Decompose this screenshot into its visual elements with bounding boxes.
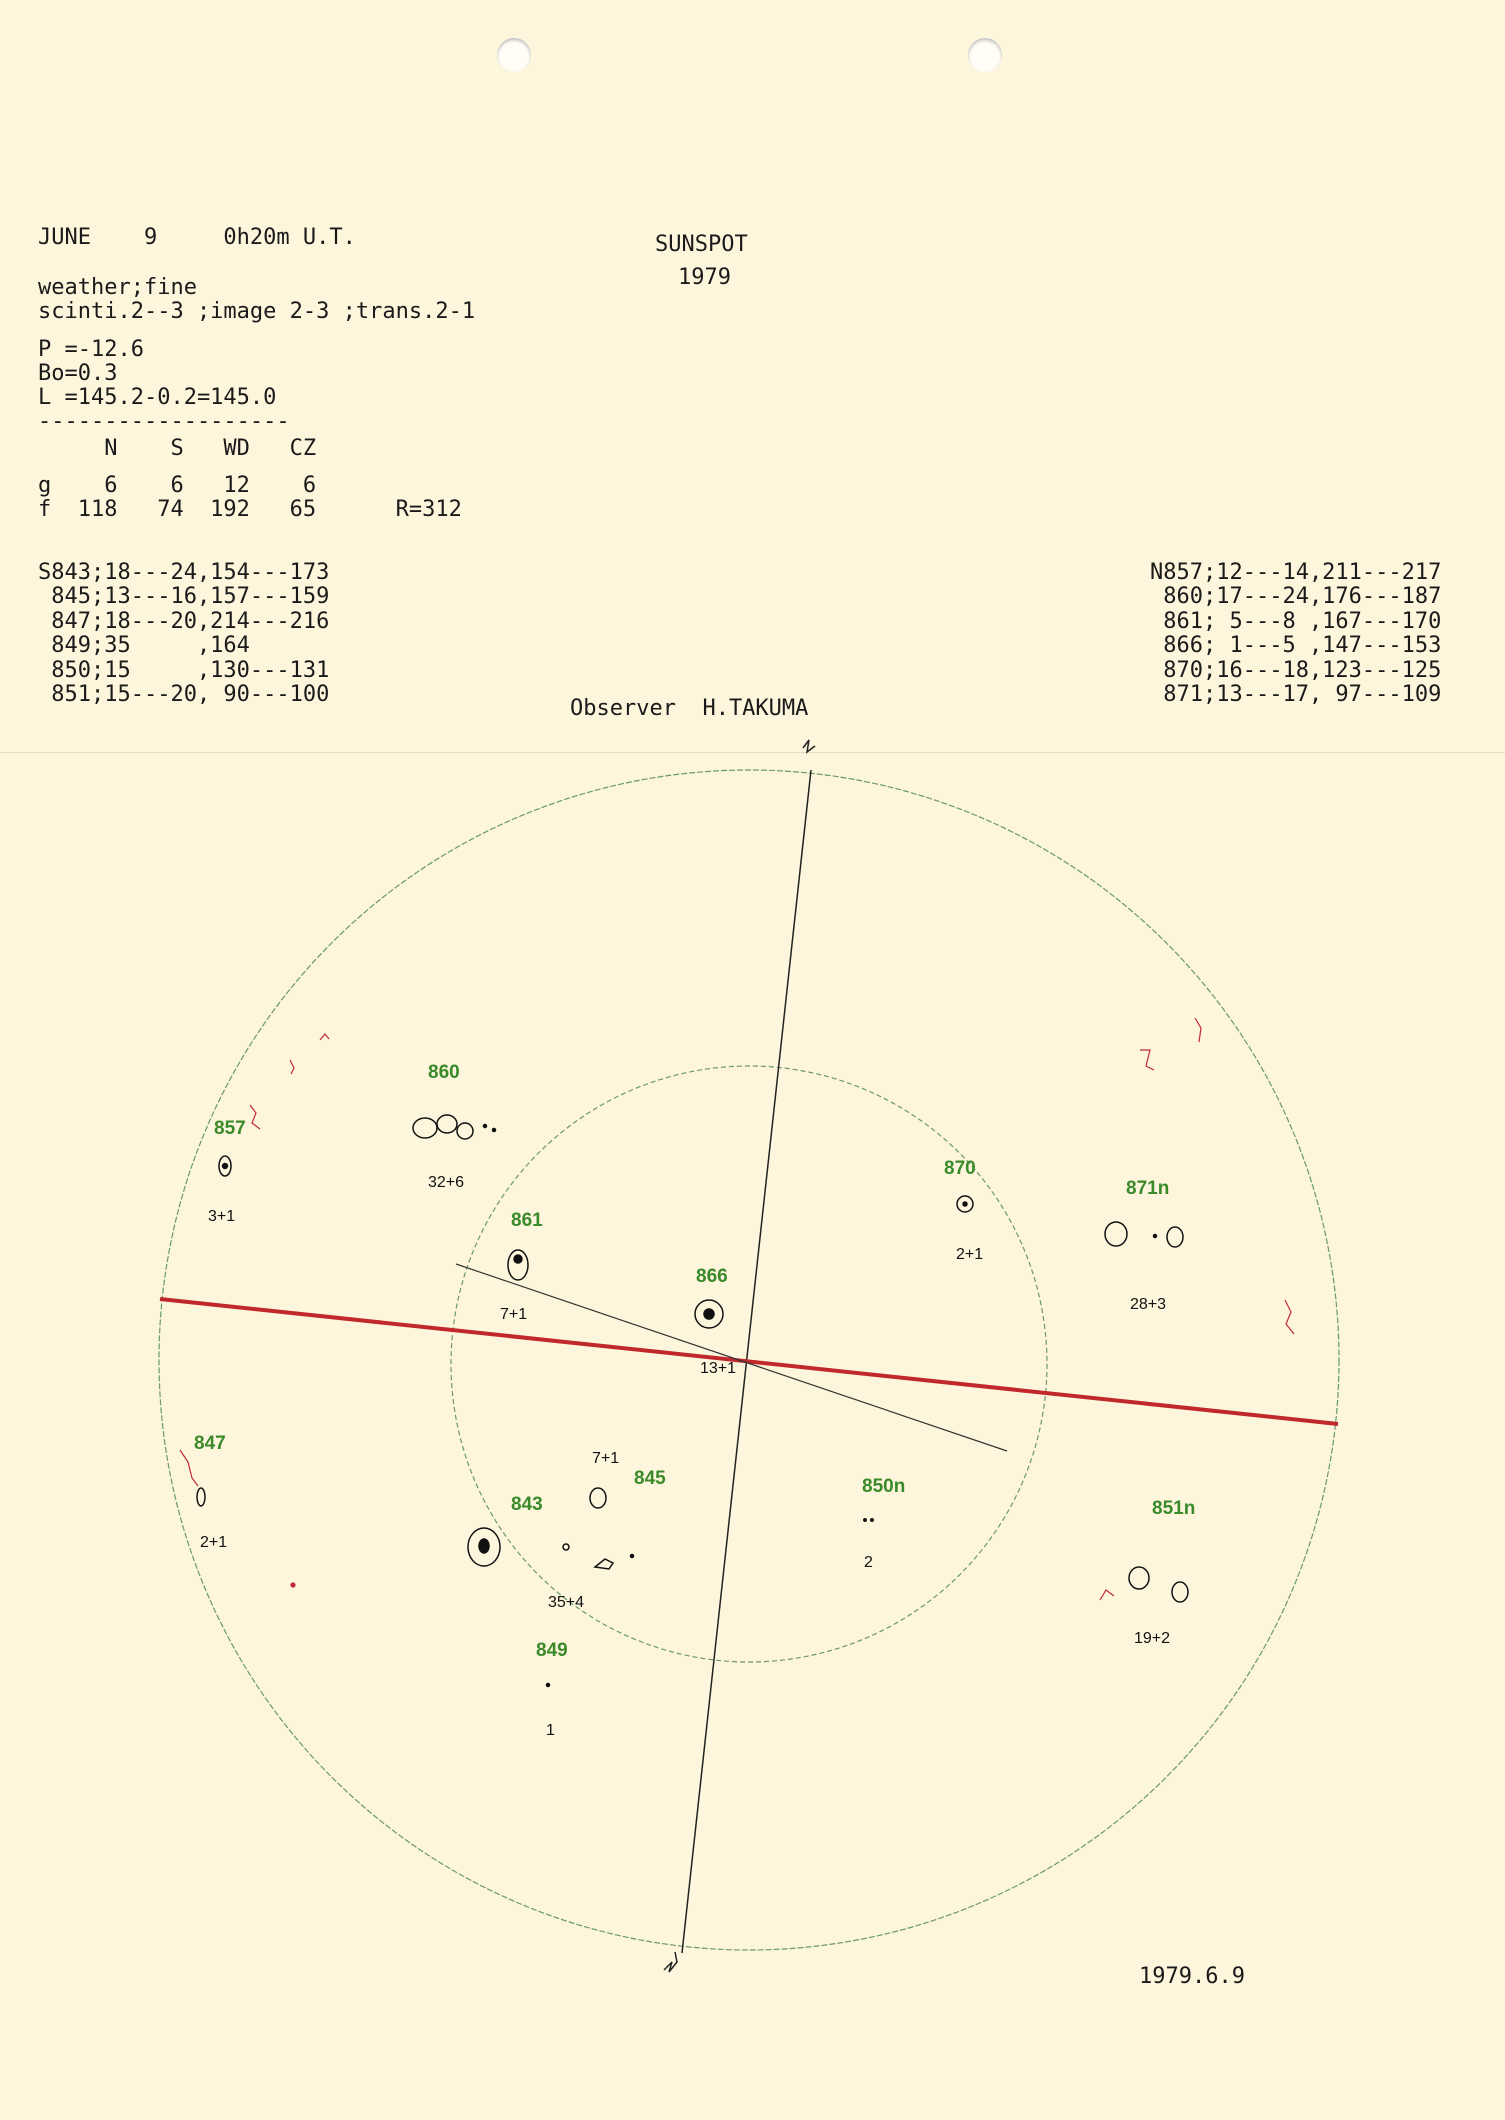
list-item: 851;15---20, 90---100: [38, 682, 330, 707]
group-label-849: 849: [536, 1640, 568, 1661]
group-label-871: 871n: [1126, 1178, 1170, 1199]
sunspot-group-851: [1128, 1566, 1189, 1603]
g-row: g 6 6 12 6: [38, 473, 317, 498]
page-year: 1979: [678, 265, 731, 290]
spot-count-849: 1: [546, 1722, 555, 1739]
spot-count-851: 19+2: [1134, 1630, 1171, 1647]
list-item: 861; 5---8 ,167---170: [1150, 609, 1442, 634]
date-line: JUNE 9 0h20m U.T.: [38, 225, 356, 250]
f-row: f 118 74 192 65 R=312: [38, 497, 462, 522]
spot-count-861: 7+1: [500, 1306, 528, 1323]
group-label-857: 857: [214, 1118, 246, 1139]
list-item: 860;17---24,176---187: [1150, 584, 1442, 609]
list-item: 866; 1---5 ,147---153: [1150, 633, 1442, 658]
list-item: 845;13---16,157---159: [38, 584, 330, 609]
north-mark-icon: [802, 739, 816, 754]
group-label-845: 845: [634, 1468, 666, 1489]
weather: weather;fine: [38, 275, 197, 300]
group-label-843: 843: [511, 1494, 543, 1515]
fold-line: [0, 752, 1505, 753]
sunspot-861: [507, 1249, 529, 1281]
group-label-861: 861: [511, 1210, 543, 1231]
group-label-866: 866: [696, 1266, 728, 1287]
sunspot-group-850: [863, 1518, 874, 1522]
list-item: 850;15 ,130---131: [38, 658, 330, 683]
p-angle: P =-12.6: [38, 337, 144, 362]
sunspots: [196, 1114, 1189, 1688]
page-title: SUNSPOT: [655, 232, 748, 257]
spot-count-850: 2: [864, 1554, 873, 1571]
list-item: 871;13---17, 97---109: [1150, 682, 1442, 707]
spot-count-843: 35+4: [548, 1594, 585, 1611]
observer: Observer H.TAKUMA: [570, 696, 809, 721]
list-item: 847;18---20,214---216: [38, 609, 330, 634]
seeing-conditions: scinti.2--3 ;image 2-3 ;trans.2-1: [38, 299, 476, 324]
list-item: 870;16---18,123---125: [1150, 658, 1442, 683]
sunspot-843: [467, 1527, 501, 1567]
list-item: 849;35 ,164: [38, 633, 250, 658]
sunspot-847: [196, 1487, 206, 1507]
group-label-851: 851n: [1152, 1498, 1196, 1519]
sunspot-group-860: [412, 1114, 497, 1140]
south-mark-icon: [663, 1951, 678, 1973]
spot-count-866: 13+1: [700, 1360, 737, 1377]
sunspot-group-843-followers: [562, 1543, 635, 1570]
faculae: [179, 1017, 1295, 1601]
sunspot-group-871: [1104, 1221, 1184, 1248]
count-header: N S WD CZ: [38, 436, 317, 461]
ecliptic-line: [455, 1263, 1008, 1452]
spot-count-845: 7+1: [592, 1450, 620, 1467]
outer-disk-circle: [158, 769, 1340, 1951]
spot-count-847: 2+1: [200, 1534, 228, 1551]
list-item: S843;18---24,154---173: [38, 560, 330, 585]
sunspot-870: [956, 1195, 974, 1213]
list-item: N857;12---14,211---217: [1150, 560, 1442, 585]
sunspot-849: [545, 1682, 551, 1688]
spot-count-857: 3+1: [208, 1208, 236, 1225]
group-label-870: 870: [944, 1158, 976, 1179]
group-label-860: 860: [428, 1062, 460, 1083]
sunspot-845: [589, 1487, 607, 1509]
sunspot-866: [694, 1299, 724, 1329]
group-label-847: 847: [194, 1433, 226, 1454]
inner-disk-circle: [450, 1065, 1048, 1663]
spot-count-870: 2+1: [956, 1246, 984, 1263]
spot-count-860: 32+6: [428, 1174, 465, 1191]
group-label-850: 850n: [862, 1476, 906, 1497]
b0-value: Bo=0.3: [38, 361, 118, 386]
footer-date: 1979.6.9: [1139, 1964, 1245, 1989]
sunspot-857: [218, 1155, 232, 1177]
divider: -------------------: [38, 409, 290, 434]
binder-hole-left: [497, 38, 531, 72]
equator-line: [159, 1297, 1339, 1426]
l-value: L =145.2-0.2=145.0: [38, 385, 277, 410]
binder-hole-right: [968, 38, 1002, 72]
spot-count-871: 28+3: [1130, 1296, 1167, 1313]
